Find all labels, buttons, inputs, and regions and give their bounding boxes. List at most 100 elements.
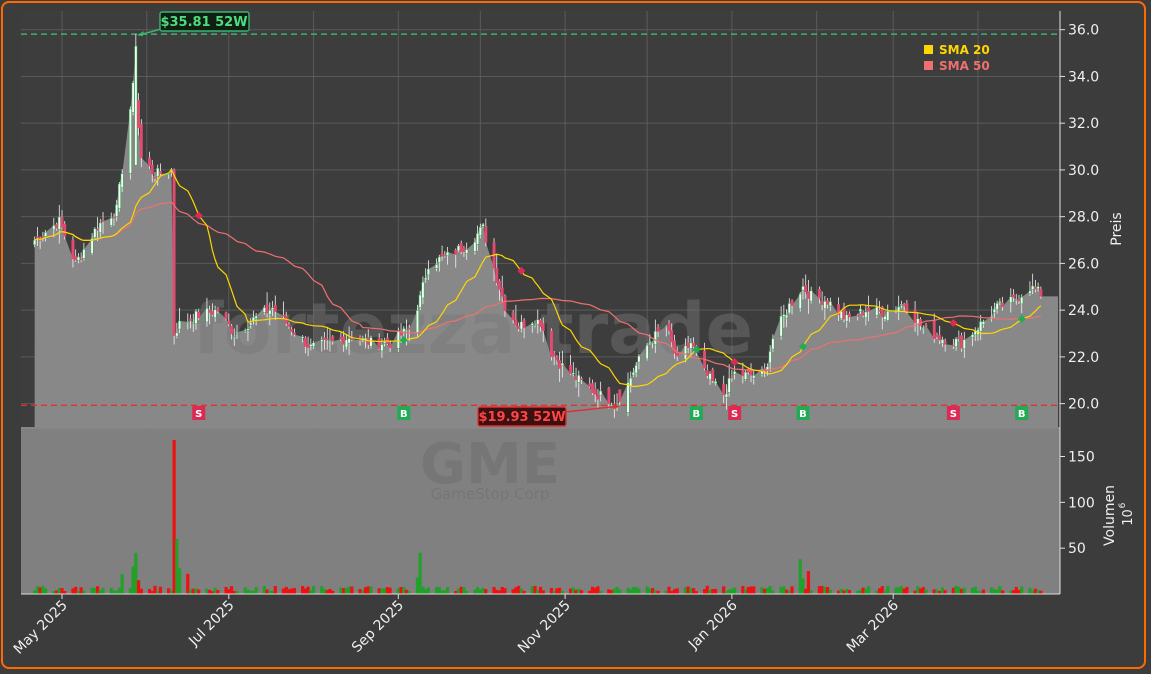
volume-bar <box>924 589 928 594</box>
volume-bar <box>763 588 767 594</box>
candle-up <box>213 309 217 318</box>
candle-up <box>979 321 983 332</box>
volume-bar <box>765 587 770 594</box>
x-tick-label: Jan 2026 <box>685 597 741 653</box>
candle-down <box>618 389 622 402</box>
volume-bar <box>495 589 499 594</box>
candle-down <box>459 243 463 253</box>
volume-bar <box>1011 590 1016 594</box>
volume-tick-label: 50 <box>1068 541 1086 557</box>
candle-down <box>137 100 141 128</box>
volume-axis-label: Volumen <box>1102 485 1118 546</box>
volume-bar <box>52 591 56 594</box>
candle-down <box>273 304 277 312</box>
candle-up <box>610 404 614 407</box>
price-tick-label: 22.0 <box>1068 350 1099 366</box>
signal-marker <box>730 357 739 366</box>
candle-up <box>344 339 348 348</box>
volume-bar <box>782 586 786 594</box>
candle-down <box>593 388 597 395</box>
candle-up <box>626 382 630 413</box>
candle-down <box>804 284 808 293</box>
signal-badge <box>1015 406 1029 420</box>
candle-up <box>981 321 985 325</box>
candle-down <box>807 291 810 299</box>
volume-bar <box>667 586 671 594</box>
volume-bar <box>459 586 463 594</box>
volume-bar <box>385 587 389 594</box>
candle-up <box>383 341 387 344</box>
volume-bar <box>175 539 179 594</box>
candle-down <box>96 228 100 231</box>
volume-bar <box>284 586 288 594</box>
volume-bar <box>287 589 291 594</box>
candle-up <box>167 173 171 176</box>
volume-bar <box>615 586 619 594</box>
price-tick-label: 28.0 <box>1068 210 1099 226</box>
volume-bar <box>713 588 718 594</box>
candle-down <box>101 219 105 222</box>
volume-bar <box>541 590 545 594</box>
volume-bar <box>388 587 392 594</box>
low-52w-arrow <box>564 405 618 413</box>
candle-up <box>416 310 419 334</box>
volume-bar <box>943 590 947 594</box>
volume-bar <box>210 591 214 594</box>
candle-down <box>1012 294 1015 298</box>
volume-bar <box>1036 590 1040 594</box>
candle-up <box>476 233 480 245</box>
volume-bar <box>402 587 406 594</box>
candle-down <box>867 307 871 312</box>
volume-bar <box>979 591 983 594</box>
volume-bar <box>692 588 696 594</box>
volume-bar <box>177 568 182 594</box>
candle-up <box>724 393 728 398</box>
volume-bar <box>962 587 966 594</box>
volume-bar <box>421 586 425 594</box>
volume-bar <box>981 589 986 594</box>
volume-bar <box>350 586 354 594</box>
candle-up <box>954 338 958 347</box>
watermark-ticker: GME <box>420 432 560 497</box>
signal-badge <box>689 406 703 420</box>
volume-bar <box>292 588 297 594</box>
candle-down <box>484 225 488 243</box>
candle-up <box>117 183 121 209</box>
candle-up <box>689 342 693 349</box>
legend: SMA 20 SMA 50 <box>924 43 990 73</box>
volume-bar <box>836 590 841 594</box>
volume-bar <box>208 589 212 594</box>
volume-bar <box>478 589 482 594</box>
volume-bar <box>38 587 42 594</box>
candle-up <box>268 309 272 315</box>
volume-bar <box>93 587 97 594</box>
candle-up <box>651 342 655 344</box>
candle-up <box>57 216 61 230</box>
candle-up <box>708 373 712 380</box>
candle-up <box>1028 290 1032 294</box>
volume-bar <box>905 586 909 594</box>
candle-down <box>287 324 291 327</box>
candle-down <box>306 343 310 348</box>
volume-bar <box>804 588 808 594</box>
volume-bar <box>648 588 652 594</box>
candle-up <box>801 286 805 291</box>
legend-label: SMA 50 <box>939 59 990 73</box>
volume-bar <box>383 588 387 594</box>
volume-bar <box>694 591 698 594</box>
candle-down <box>588 383 592 387</box>
candle-up <box>243 330 247 332</box>
volume-bar <box>970 587 975 594</box>
volume-bar <box>361 590 365 594</box>
candle-up <box>262 307 266 313</box>
volume-bar <box>670 591 674 594</box>
volume-bar <box>95 586 100 594</box>
volume-bar <box>213 587 217 594</box>
candle-up <box>533 325 537 328</box>
volume-bar <box>992 589 996 594</box>
signal-marker <box>194 211 203 220</box>
volume-bar <box>131 566 135 594</box>
volume-bar <box>249 590 253 594</box>
volume-bar <box>798 559 802 594</box>
volume-bar <box>265 589 269 594</box>
